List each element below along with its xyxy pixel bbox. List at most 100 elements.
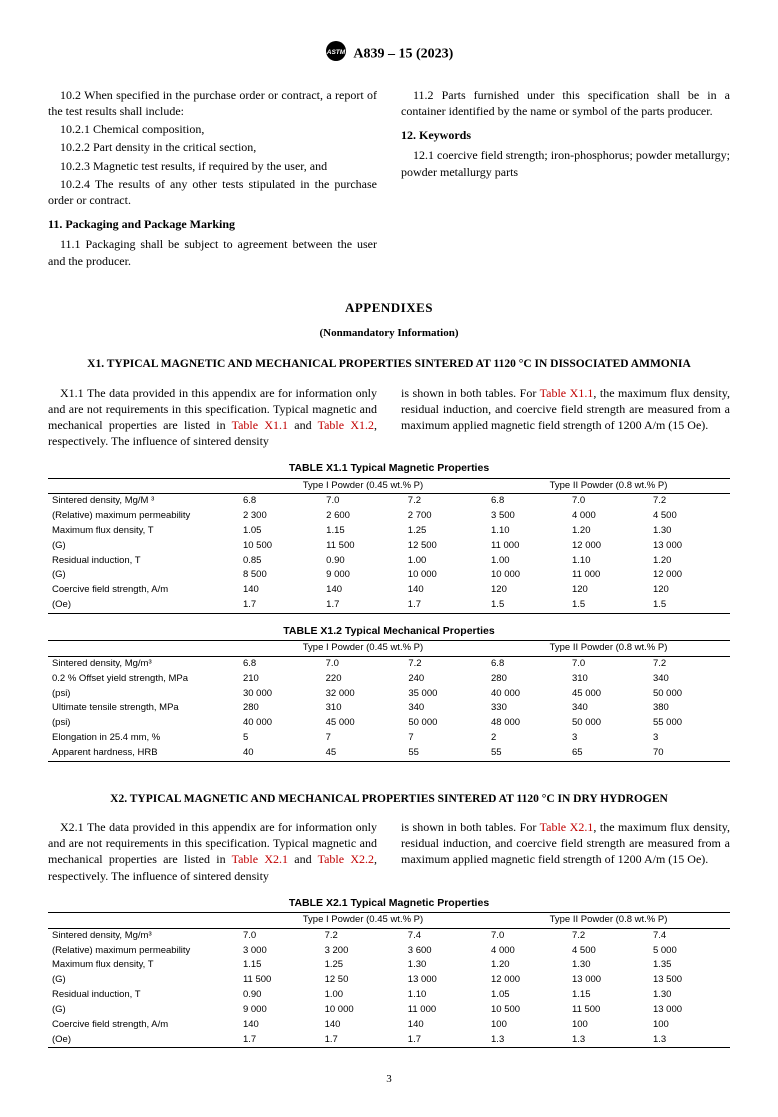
cell: 7.0: [322, 494, 404, 509]
cell: 11 500: [239, 973, 321, 988]
cell: 35 000: [404, 687, 487, 702]
cell: 7.0: [487, 928, 568, 943]
cell: 340: [404, 701, 487, 716]
cell: 3 600: [404, 944, 487, 959]
cell: 100: [487, 1018, 568, 1033]
cell: 1.25: [404, 524, 487, 539]
cell: 7.4: [649, 928, 730, 943]
svg-text:ASTM: ASTM: [325, 49, 345, 56]
row-label: Coercive field strength, A/m: [48, 583, 239, 598]
cell: 1.7: [239, 598, 322, 613]
cell: 280: [487, 672, 568, 687]
cell: 210: [239, 672, 322, 687]
row-label: (Relative) maximum permeability: [48, 509, 239, 524]
table-row: (Oe)1.71.71.71.31.31.3: [48, 1033, 730, 1048]
cell: 7.0: [568, 494, 649, 509]
row-label: (Oe): [48, 1033, 239, 1048]
appendix-subtitle: (Nonmandatory Information): [48, 326, 730, 341]
table-x21-caption: TABLE X2.1 Typical Magnetic Properties: [48, 896, 730, 910]
cell: 7.0: [239, 928, 321, 943]
para-10-2: 10.2 When specified in the purchase orde…: [48, 87, 377, 119]
cell: 1.5: [568, 598, 649, 613]
cell: 1.25: [321, 958, 404, 973]
table-row: Maximum flux density, T1.051.151.251.101…: [48, 524, 730, 539]
cell: 10 000: [404, 568, 487, 583]
cell: 1.20: [568, 524, 649, 539]
cell: 7.2: [649, 494, 730, 509]
cell: 1.3: [487, 1033, 568, 1048]
row-label: Apparent hardness, HRB: [48, 746, 239, 761]
astm-logo: ASTM: [325, 40, 347, 69]
cell: 7.2: [568, 928, 649, 943]
para-10-2-1: 10.2.1 Chemical composition,: [48, 121, 377, 137]
para-10-2-2: 10.2.2 Part density in the critical sect…: [48, 139, 377, 155]
table-row: Sintered density, Mg/m³7.07.27.47.07.27.…: [48, 928, 730, 943]
row-label: (G): [48, 973, 239, 988]
cell: 50 000: [404, 716, 487, 731]
cell: 1.30: [649, 524, 730, 539]
table-row: (G)8 5009 00010 00010 00011 00012 000: [48, 568, 730, 583]
x1-ref1[interactable]: Table X1.1: [232, 418, 288, 432]
cell: 1.15: [322, 524, 404, 539]
cell: 11 000: [568, 568, 649, 583]
cell: 45 000: [322, 716, 405, 731]
cell: 3 000: [239, 944, 321, 959]
x2-ref1[interactable]: Table X2.1: [232, 852, 288, 866]
x2-text-b: and: [288, 852, 318, 866]
cell: 11 000: [487, 539, 568, 554]
cell: 1.15: [239, 958, 321, 973]
row-label: Sintered density, Mg/M ³: [48, 494, 239, 509]
cell: 3 200: [321, 944, 404, 959]
table-x11-caption: TABLE X1.1 Typical Magnetic Properties: [48, 461, 730, 475]
table-row: Apparent hardness, HRB404555556570: [48, 746, 730, 761]
cell: 7.0: [568, 656, 649, 671]
cell: 0.90: [239, 988, 321, 1003]
cell: 340: [649, 672, 730, 687]
cell: 2 300: [239, 509, 322, 524]
page-header: ASTM A839 – 15 (2023): [48, 40, 730, 69]
cell: 10 500: [239, 539, 322, 554]
cell: 220: [322, 672, 405, 687]
cell: 12 50: [321, 973, 404, 988]
x2-para-left: X2.1 The data provided in this appendix …: [48, 819, 377, 884]
table-x21: Type I Powder (0.45 wt.% P)Type II Powde…: [48, 912, 730, 1048]
cell: 1.7: [404, 598, 487, 613]
cell: 45: [322, 746, 405, 761]
cell: 9 000: [239, 1003, 321, 1018]
row-label: (psi): [48, 716, 239, 731]
cell: 1.7: [322, 598, 404, 613]
x2-ref3[interactable]: Table X2.1: [540, 820, 594, 834]
table-row: (G)9 00010 00011 00010 50011 50013 000: [48, 1003, 730, 1018]
cell: 55: [487, 746, 568, 761]
cell: 1.00: [487, 554, 568, 569]
cell: 65: [568, 746, 649, 761]
cell: 1.10: [568, 554, 649, 569]
row-label: (Oe): [48, 598, 239, 613]
cell: 330: [487, 701, 568, 716]
cell: 1.7: [321, 1033, 404, 1048]
x2-ref2[interactable]: Table X2.2: [318, 852, 374, 866]
cell: 12 000: [649, 568, 730, 583]
cell: 50 000: [568, 716, 649, 731]
x1-ref3[interactable]: Table X1.1: [540, 386, 594, 400]
cell: 32 000: [322, 687, 405, 702]
cell: 11 500: [568, 1003, 649, 1018]
cell: 40 000: [239, 716, 322, 731]
cell: 7.2: [649, 656, 730, 671]
cell: 5 000: [649, 944, 730, 959]
row-label: (G): [48, 568, 239, 583]
cell: 50 000: [649, 687, 730, 702]
table-row: (G)10 50011 50012 50011 00012 00013 000: [48, 539, 730, 554]
cell: 100: [649, 1018, 730, 1033]
designation: A839 – 15 (2023): [353, 47, 453, 62]
table-row: Ultimate tensile strength, MPa2803103403…: [48, 701, 730, 716]
cell: 4 500: [568, 944, 649, 959]
x1-ref2[interactable]: Table X1.2: [318, 418, 374, 432]
cell: 70: [649, 746, 730, 761]
para-11-2: 11.2 Parts furnished under this specific…: [401, 87, 730, 119]
table-row: (Relative) maximum permeability3 0003 20…: [48, 944, 730, 959]
table-row: Sintered density, Mg/M ³6.87.07.26.87.07…: [48, 494, 730, 509]
row-label: (G): [48, 1003, 239, 1018]
x1-para-right: is shown in both tables. For Table X1.1,…: [401, 385, 730, 434]
para-11-1: 11.1 Packaging shall be subject to agree…: [48, 236, 377, 268]
